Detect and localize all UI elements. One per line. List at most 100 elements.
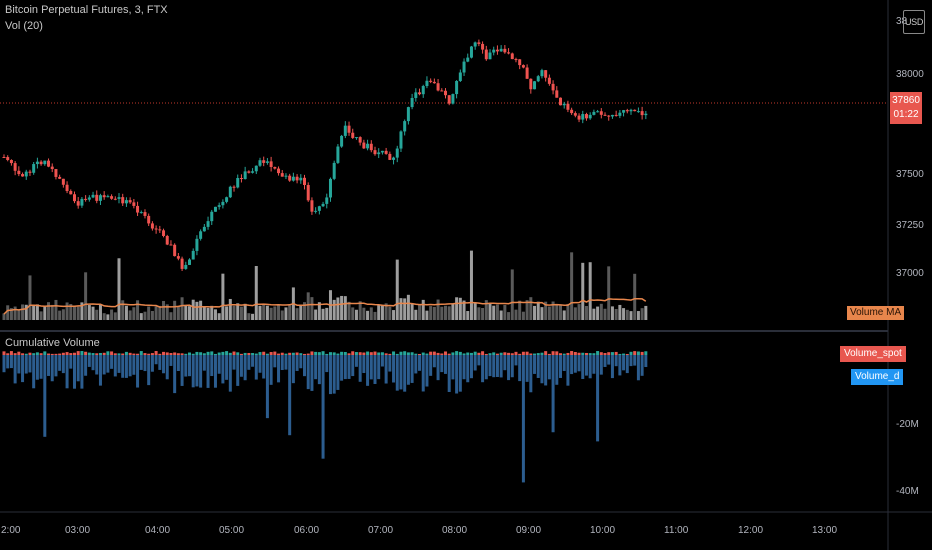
volume-d-bar — [507, 355, 511, 381]
candle-body — [536, 76, 540, 82]
candle-body — [9, 160, 13, 164]
volume-d-bar — [247, 355, 251, 370]
candle-body — [147, 215, 151, 224]
volume-bar — [343, 296, 347, 320]
candle-body — [347, 125, 351, 133]
volume-spot-bar — [87, 352, 91, 355]
volume-d-bar — [106, 355, 110, 373]
volume-spot-bar — [314, 351, 318, 355]
volume-bar — [76, 306, 80, 320]
volume-bar — [618, 304, 622, 320]
volume-d-bar — [354, 355, 358, 367]
candle-body — [640, 111, 644, 116]
volume-d-bar — [529, 355, 533, 393]
volume-d-bar — [622, 355, 626, 371]
volume-d-bar — [165, 355, 169, 380]
volume-spot-bar — [58, 353, 62, 355]
volume-bar — [395, 259, 399, 320]
volume-bar — [143, 311, 147, 320]
candle-body — [410, 97, 414, 108]
candle-body — [69, 191, 73, 195]
volume-bar — [547, 306, 551, 320]
volume-bar — [173, 300, 177, 320]
candle-body — [72, 194, 76, 202]
volume-spot-bar — [206, 351, 210, 355]
cumulative-volume-label[interactable]: Cumulative Volume — [5, 337, 100, 349]
candle-body — [273, 166, 277, 169]
volume-d-bar — [32, 355, 36, 389]
candle-body — [421, 86, 425, 95]
volume-bar — [458, 297, 462, 320]
volume-spot-bar — [455, 351, 459, 355]
volume-bar — [213, 309, 217, 320]
volume-d-bar — [484, 355, 488, 380]
time-axis[interactable]: 2:00 03:00 04:00 05:00 06:00 07:00 08:00… — [1, 525, 837, 536]
volume-d-bar — [429, 355, 433, 376]
volume-spot-bar — [106, 351, 110, 355]
symbol-title[interactable]: Bitcoin Perpetual Futures, 3, FTX — [5, 4, 168, 16]
volume-bar — [258, 305, 262, 320]
volume-d-bar — [373, 355, 377, 384]
volume-bar — [622, 308, 626, 320]
volume-d-bar — [392, 355, 396, 383]
volume-spot-bar — [165, 352, 169, 355]
volume-spot-bar — [132, 353, 136, 355]
volume-bars — [2, 250, 648, 320]
volume-bar — [9, 308, 13, 320]
candle-body — [469, 46, 473, 58]
volume-spot-bar — [328, 352, 332, 355]
volume-bar — [35, 304, 39, 320]
volume-spot-bar — [258, 352, 262, 355]
volume-bar — [418, 304, 422, 320]
volume-bar — [91, 306, 95, 320]
volume-d-bar — [303, 355, 307, 377]
volume-spot-bar — [24, 353, 28, 355]
price-tick: 38000 — [896, 69, 924, 80]
volume-d-bar — [6, 355, 10, 369]
volume-indicator-label[interactable]: Vol (20) — [5, 20, 43, 32]
volume-d-bar — [87, 355, 91, 367]
volume-bar — [640, 308, 644, 320]
volume-d-bar — [195, 355, 199, 387]
candle-body — [243, 171, 247, 180]
volume-d-bar — [262, 355, 266, 379]
volume-d-bar — [254, 355, 258, 380]
candle-body — [321, 203, 325, 207]
volume-d-bar — [607, 355, 611, 365]
price-tick: 37000 — [896, 268, 924, 279]
volume-d-bar — [291, 355, 295, 384]
volume-d-bar — [440, 355, 444, 373]
volume-spot-bar — [288, 352, 292, 355]
volume-spot-bar — [243, 352, 247, 355]
candle-body — [91, 194, 95, 198]
volume-bar — [358, 301, 362, 320]
volume-d-bar — [414, 355, 418, 374]
volume-spot-bar — [636, 351, 640, 355]
volume-spot-bar — [599, 352, 603, 355]
currency-button[interactable]: USD — [903, 10, 925, 34]
cumvol-tick: -40M — [896, 486, 919, 497]
candle-body — [403, 121, 407, 132]
volume-d-bar — [21, 355, 25, 383]
volume-spot-bar — [618, 353, 622, 355]
volume-bar — [265, 305, 269, 320]
time-tick: 2:00 — [1, 525, 21, 536]
candle-body — [644, 113, 648, 116]
volume-spot-bar — [213, 353, 217, 355]
volume-d-bar — [325, 355, 329, 373]
volume-d-bar — [332, 355, 336, 394]
volume-spot-bar — [202, 353, 206, 355]
volume-spot-bar — [447, 353, 451, 355]
volume-spot-bar — [117, 353, 121, 355]
volume-d-bar — [50, 355, 54, 382]
volume-d-bar — [421, 355, 425, 392]
volume-d-bar — [562, 355, 566, 371]
candle-body — [332, 162, 336, 179]
volume-spot-bar — [373, 351, 377, 355]
volume-bar — [436, 299, 440, 320]
volume-spot-bar — [280, 352, 284, 355]
volume-spot-bar — [188, 352, 191, 355]
volume-bar — [603, 308, 607, 320]
volume-bar — [254, 266, 258, 320]
